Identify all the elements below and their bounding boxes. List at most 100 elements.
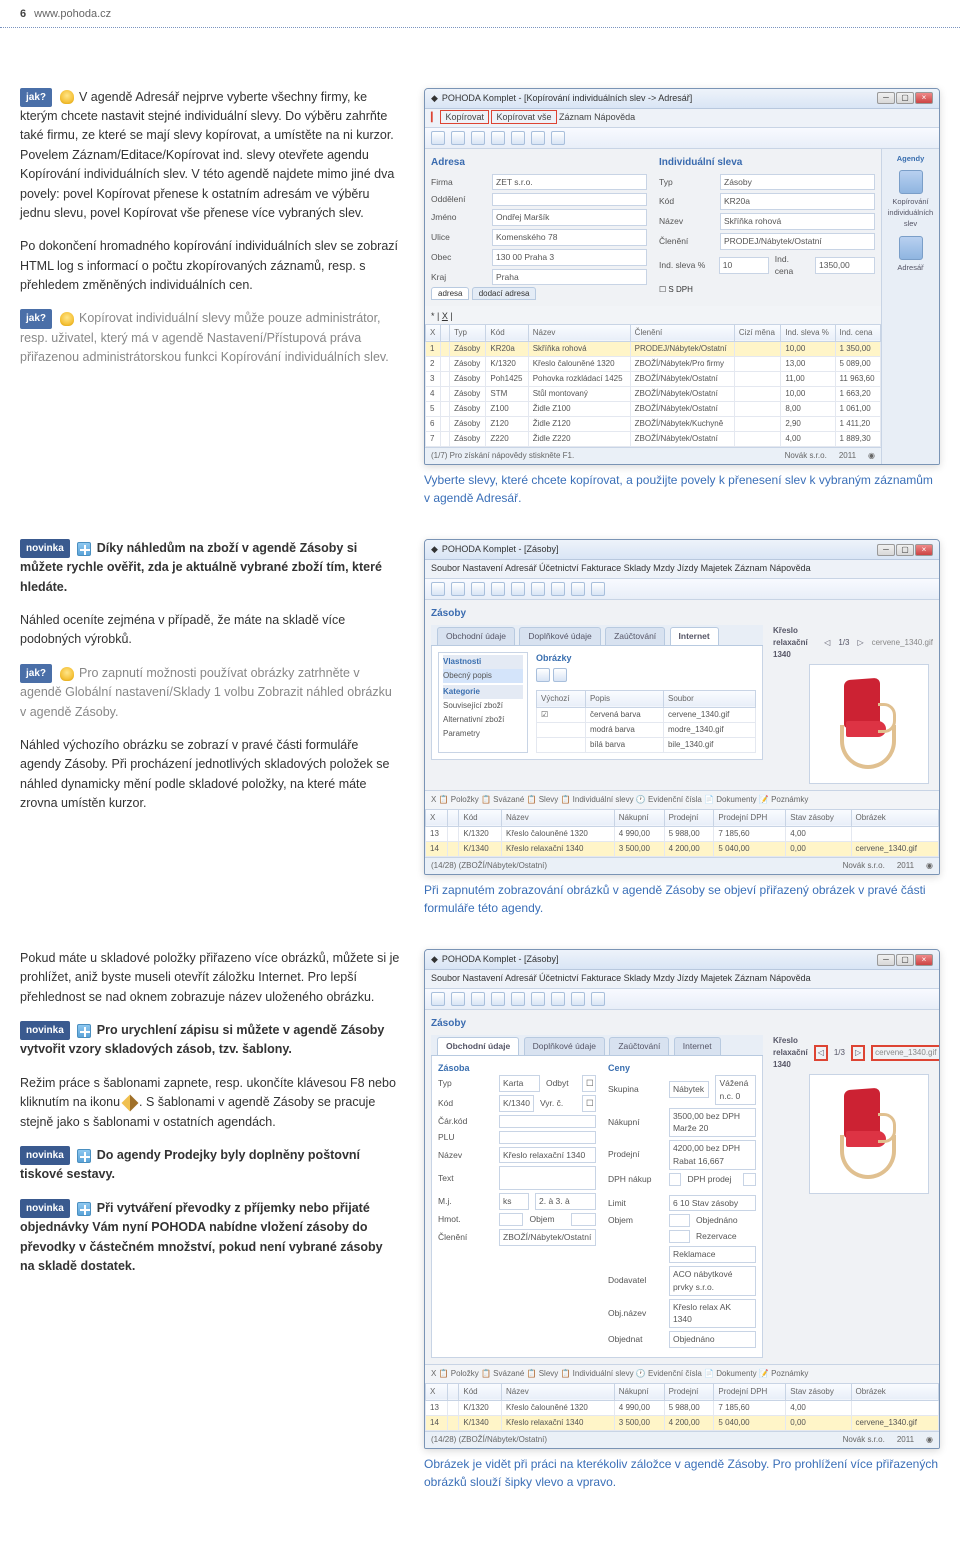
- paragraph: Pokud máte u skladové položky přiřazeno …: [20, 949, 400, 1007]
- table-header: Nákupní: [614, 809, 664, 826]
- toolbar-icon[interactable]: [511, 131, 525, 145]
- table-header: Prodejní DPH: [714, 1383, 786, 1400]
- toolbar-icon[interactable]: [471, 131, 485, 145]
- paragraph: novinka Do agendy Prodejky byly doplněny…: [20, 1146, 400, 1185]
- tab[interactable]: Obchodní údaje: [437, 627, 515, 645]
- close-button[interactable]: ×: [915, 544, 933, 556]
- site-url: www.pohoda.cz: [34, 6, 111, 23]
- table-row[interactable]: 14K/1340Křeslo relaxační 13403 500,004 2…: [426, 841, 939, 856]
- close-button[interactable]: ×: [915, 954, 933, 966]
- table-header: Kód: [459, 1383, 502, 1400]
- table-row[interactable]: 3ZásobyPoh1425Pohovka rozkládací 1425ZBO…: [426, 371, 881, 386]
- table-header: Členění: [630, 324, 734, 341]
- table-row[interactable]: 13K/1320Křeslo čalouněné 13204 990,005 9…: [426, 1400, 939, 1415]
- paragraph: jak? Pro zapnutí možnosti používat obráz…: [20, 664, 400, 722]
- plus-icon: [77, 1149, 91, 1163]
- menubar: ▎ Kopírovat Kopírovat vše Záznam Nápověd…: [425, 109, 939, 128]
- next-arrow[interactable]: ▷: [851, 1045, 865, 1061]
- table-header: Obrázek: [851, 809, 938, 826]
- table-row[interactable]: 4ZásobySTMStůl montovanýZBOŽÍ/Nábytek/Os…: [426, 386, 881, 401]
- product-image: [809, 1074, 929, 1194]
- menu-zaznam[interactable]: Záznam: [559, 112, 592, 122]
- paragraph: Náhled oceníte zejména v případě, že mát…: [20, 611, 400, 650]
- screenshot-window-3: ◆ POHODA Komplet - [Zásoby] ─ ▢ × Soubor…: [424, 949, 940, 1449]
- toolbar-icon[interactable]: [451, 131, 465, 145]
- table-row[interactable]: bílá barvabile_1340.gif: [537, 737, 756, 752]
- left-list: Vlastnosti Obecný popis Kategorie Souvis…: [438, 652, 528, 753]
- table-header: X: [426, 324, 441, 341]
- badge-novinka: novinka: [20, 1021, 70, 1041]
- minimize-button[interactable]: ─: [877, 544, 895, 556]
- table-row[interactable]: 2ZásobyK/1320Křeslo čalouněné 1320ZBOŽÍ/…: [426, 356, 881, 371]
- menu-kopirovat[interactable]: Kopírovat: [440, 110, 489, 124]
- table-header: Ind. sleva %: [781, 324, 835, 341]
- paragraph: Náhled výchozího obrázku se zobrazí v pr…: [20, 736, 400, 814]
- table-header: Kód: [459, 809, 502, 826]
- toolbar: [425, 128, 939, 149]
- table-header: [440, 324, 449, 341]
- table-row[interactable]: 1ZásobyKR20aSkříňka rohováPRODEJ/Nábytek…: [426, 341, 881, 356]
- table-row[interactable]: modrá barvamodre_1340.gif: [537, 722, 756, 737]
- minimize-button[interactable]: ─: [877, 954, 895, 966]
- table-row[interactable]: 13K/1320Křeslo čalouněné 13204 990,005 9…: [426, 826, 939, 841]
- tab[interactable]: Internet: [670, 627, 719, 645]
- badge-novinka: novinka: [20, 1146, 70, 1166]
- table-header: Nákupní: [614, 1383, 664, 1400]
- section-title: Individuální sleva: [659, 155, 875, 170]
- table-header: Kód: [486, 324, 528, 341]
- window-title: POHODA Komplet - [Kopírování individuáln…: [442, 92, 692, 106]
- data-table: XTypKódNázevČleněníCizí měnaInd. sleva %…: [425, 324, 881, 447]
- table-row[interactable]: 6ZásobyZ120Židle Z120ZBOŽÍ/Nábytek/Kuchy…: [426, 416, 881, 431]
- maximize-button[interactable]: ▢: [896, 954, 914, 966]
- paragraph: Režim práce s šablonami zapnete, resp. u…: [20, 1074, 400, 1132]
- table-header: Typ: [450, 324, 486, 341]
- bulb-icon: [60, 312, 74, 326]
- toolbar-icon[interactable]: [551, 131, 565, 145]
- prev-arrow[interactable]: ◁: [814, 1045, 828, 1061]
- maximize-button[interactable]: ▢: [896, 92, 914, 104]
- bulb-icon: [60, 667, 74, 681]
- tab[interactable]: Doplňkové údaje: [519, 627, 600, 645]
- sidebar-icon[interactable]: [899, 236, 923, 260]
- paragraph: Po dokončení hromadného kopírování indiv…: [20, 237, 400, 295]
- table-row[interactable]: 5ZásobyZ100Židle Z100ZBOŽÍ/Nábytek/Ostat…: [426, 401, 881, 416]
- maximize-button[interactable]: ▢: [896, 544, 914, 556]
- table-header: Název: [528, 324, 630, 341]
- page-number: 6: [20, 6, 26, 23]
- screenshot-window-1: ◆ POHODA Komplet - [Kopírování individuá…: [424, 88, 940, 465]
- toolbar-icon[interactable]: [491, 131, 505, 145]
- table-header: [448, 809, 459, 826]
- table-header: Stav zásoby: [786, 809, 851, 826]
- table-header: Prodejní: [664, 809, 714, 826]
- table-header: X: [426, 1383, 448, 1400]
- toolbar-icon[interactable]: [431, 131, 445, 145]
- paragraph: novinka Při vytváření převodky z příjemk…: [20, 1199, 400, 1277]
- table-header: Ind. cena: [835, 324, 880, 341]
- toolbar-icon[interactable]: [531, 131, 545, 145]
- paragraph: novinka Díky náhledům na zboží v agendě …: [20, 539, 400, 597]
- table-header: Název: [502, 809, 615, 826]
- page-header: 6 www.pohoda.cz: [0, 0, 960, 28]
- table-row[interactable]: 14K/1340Křeslo relaxační 13403 500,004 2…: [426, 1415, 939, 1430]
- sidebar-icon[interactable]: [899, 170, 923, 194]
- table-header: Obrázek: [851, 1383, 938, 1400]
- menu-kopirovatvse[interactable]: Kopírovat vše: [491, 110, 556, 124]
- table-header: Prodejní DPH: [714, 809, 786, 826]
- paragraph: novinka Pro urychlení zápisu si můžete v…: [20, 1021, 400, 1060]
- tab[interactable]: Zaúčtování: [605, 627, 665, 645]
- menu-napoveda[interactable]: Nápověda: [594, 112, 635, 122]
- window-icon: ◆: [431, 92, 438, 106]
- screenshot-window-2: ◆ POHODA Komplet - [Zásoby] ─ ▢ × Soubor…: [424, 539, 940, 875]
- product-image: [809, 664, 929, 784]
- paragraph: jak? V agendě Adresář nejprve vyberte vš…: [20, 88, 400, 224]
- tab-dodaci[interactable]: dodací adresa: [472, 287, 537, 300]
- table-row[interactable]: 7ZásobyZ220Židle Z220ZBOŽÍ/Nábytek/Ostat…: [426, 431, 881, 446]
- tab-adresa[interactable]: adresa: [431, 287, 469, 300]
- table-row[interactable]: ☑červená barvacervene_1340.gif: [537, 707, 756, 722]
- bulb-icon: [60, 90, 74, 104]
- caption: Vyberte slevy, které chcete kopírovat, a…: [424, 471, 940, 507]
- close-button[interactable]: ×: [915, 92, 933, 104]
- minimize-button[interactable]: ─: [877, 92, 895, 104]
- caption: Obrázek je vidět při práci na kterékoliv…: [424, 1455, 940, 1491]
- table-header: Prodejní: [664, 1383, 714, 1400]
